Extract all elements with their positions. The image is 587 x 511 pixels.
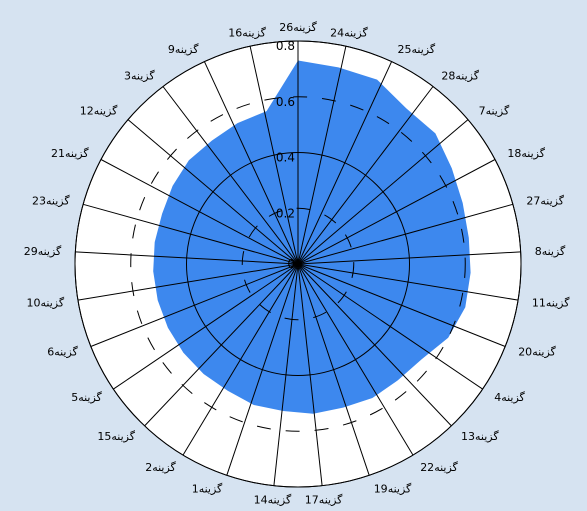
category-label: گزینه14 [254,494,292,507]
spoke-line [82,203,299,265]
category-label: گزینه27 [526,195,564,208]
spoke-line [297,61,393,265]
category-label: گزینه21 [51,147,89,160]
category-label: گزینه29 [24,245,62,258]
spoke-line [100,159,299,265]
category-label: گزینه28 [441,69,479,82]
category-label: گزینه12 [80,105,118,118]
category-label: گزینه1 [192,483,223,496]
category-label: گزینه16 [228,27,266,40]
spoke-line [297,263,519,301]
radial-tick-label: 0.4 [276,151,295,165]
spoke-line [297,203,514,265]
category-label: گزینه22 [420,461,458,474]
spoke-line [162,86,299,265]
spoke-line [297,86,434,265]
spoke-line [297,263,414,456]
spoke-line [297,263,452,427]
category-label: گزینه17 [305,494,343,507]
plot-border [74,40,522,488]
radial-tick-label: 0.2 [276,206,295,220]
spoke-line [75,251,299,265]
category-label: گزینه25 [398,43,436,56]
category-label: گزینه20 [518,346,556,359]
category-label: گزینه7 [479,105,510,118]
category-label: گزینه5 [71,391,102,404]
category-label: گزینه10 [27,296,65,309]
category-label: گزینه4 [494,391,525,404]
spoke-line [297,251,521,265]
category-label: گزینه19 [374,483,412,496]
spoke-line [297,263,506,347]
category-label: گزینه24 [330,27,368,40]
category-label: گزینه8 [535,245,566,258]
spoke-line [297,263,483,390]
spoke-line [297,119,469,265]
category-label: گزینه23 [32,195,70,208]
spoke-line [90,263,299,347]
spoke-line [113,263,299,390]
spoke-line [273,263,299,486]
spoke-line [297,46,347,265]
spoke-line [226,263,299,476]
category-label: گزینه2 [145,461,176,474]
category-label: گزینه26 [279,21,317,34]
spoke-line [144,263,299,427]
spoke-line [203,61,299,265]
spoke-line [127,119,299,265]
category-label: گزینه18 [507,147,545,160]
radial-tick-label: 0 [287,257,295,271]
radial-tick-label: 0.8 [276,39,295,53]
category-label: گزینه11 [532,296,570,309]
spoke-line [249,46,299,265]
spoke-line [77,263,299,301]
category-label: گزینه6 [47,346,78,359]
category-label: گزینه3 [124,69,155,82]
spoke-line [297,263,323,486]
radial-tick-label: 0.6 [276,95,295,109]
category-label: گزینه9 [168,43,199,56]
category-label: گزینه15 [97,430,135,443]
spoke-line [182,263,299,456]
spoke-line [297,263,370,476]
category-label: گزینه13 [461,430,499,443]
spoke-line [297,159,496,265]
